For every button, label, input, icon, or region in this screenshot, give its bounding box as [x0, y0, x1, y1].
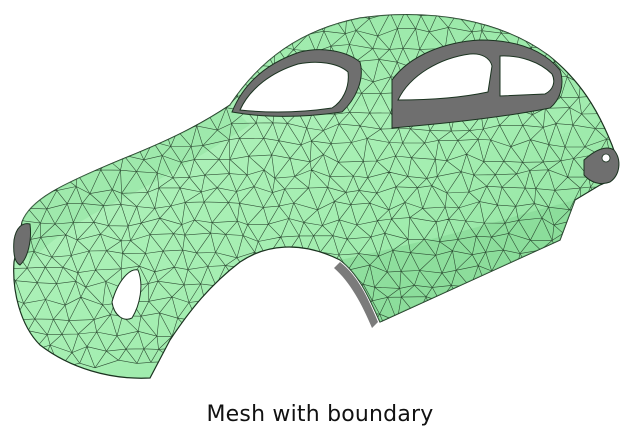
hood-shade: [22, 105, 250, 262]
front-window-hole: [239, 61, 349, 113]
side-window-hole-right: [499, 55, 555, 97]
rear-wheel-arch-edge: [334, 262, 378, 328]
side-window-hole-left: [397, 53, 493, 101]
figure-caption: Mesh with boundary: [206, 402, 434, 427]
headlight-opening: [13, 223, 31, 266]
front-wheel-well: [111, 269, 142, 320]
car-body-mesh-figure: [13, 14, 620, 379]
rear-light-hole: [601, 153, 611, 163]
side-shade: [340, 200, 575, 322]
